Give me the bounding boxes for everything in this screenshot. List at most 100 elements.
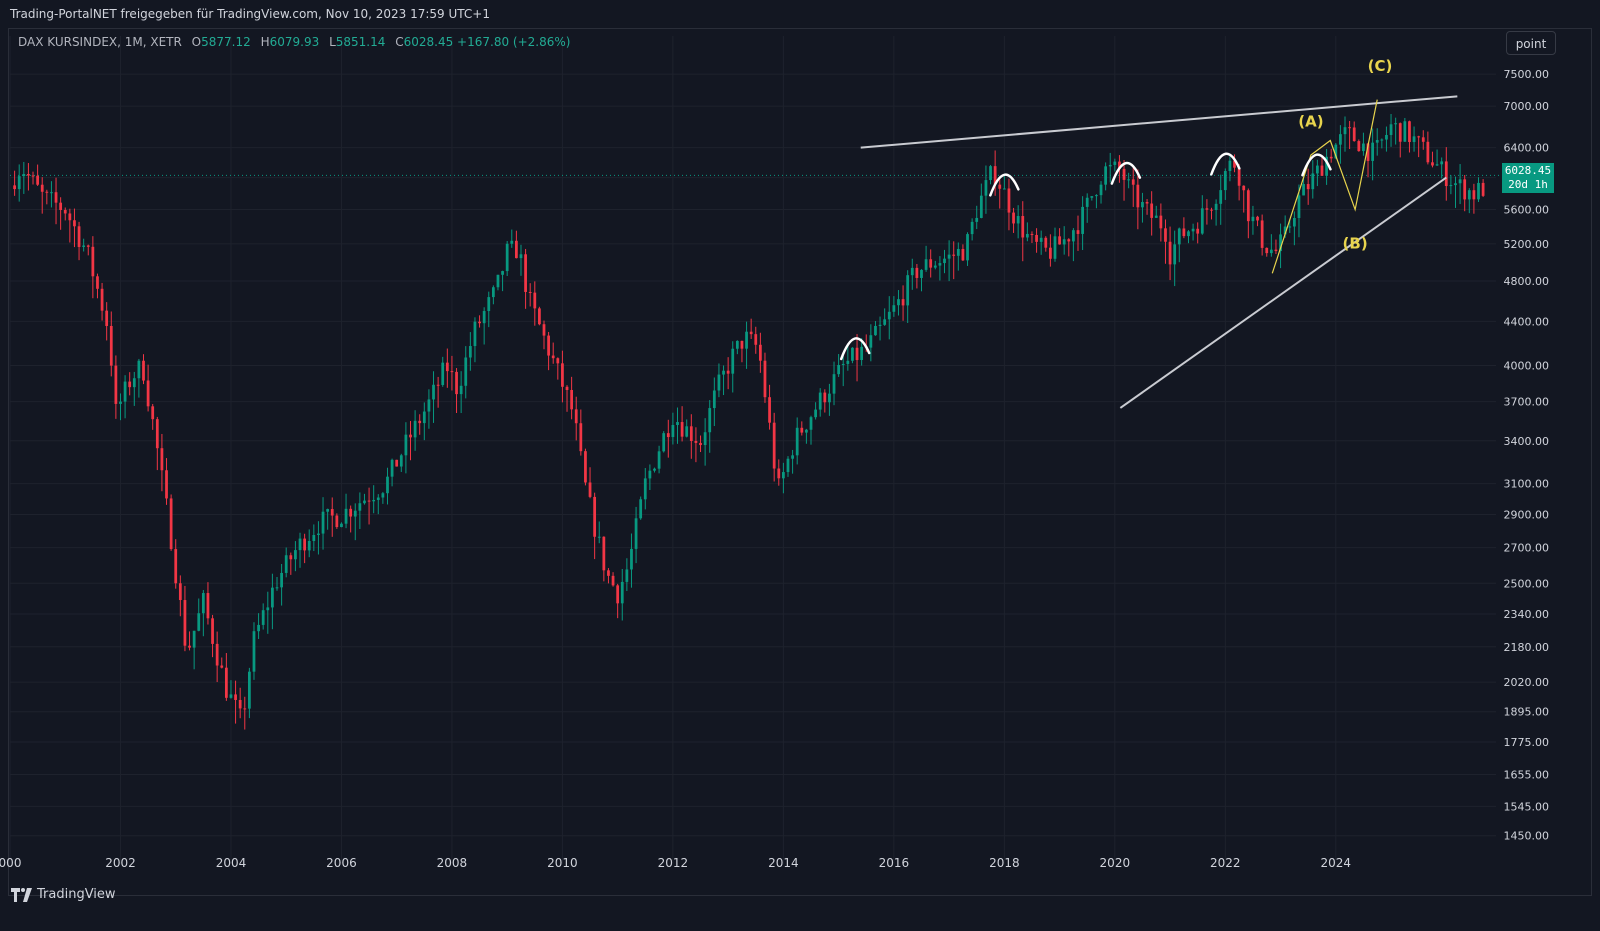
candle-body: [1343, 127, 1347, 135]
x-tick-label: 2022: [1210, 856, 1241, 870]
candle-body: [519, 254, 523, 259]
candle-body: [818, 392, 822, 410]
candle-body: [86, 245, 90, 247]
candle-body: [381, 493, 385, 498]
candle-body: [1454, 183, 1457, 186]
candle-body: [215, 643, 219, 666]
candle-body: [432, 384, 435, 400]
candle-body: [570, 389, 574, 410]
scale-unit-button[interactable]: point: [1506, 31, 1556, 55]
candle-body: [602, 536, 606, 571]
candle-body: [722, 370, 725, 375]
candle-body: [1025, 233, 1029, 238]
candle-body: [611, 575, 615, 586]
candle-body: [206, 593, 210, 619]
candle-body: [1030, 233, 1034, 235]
open-value: 5877.12: [201, 35, 251, 49]
top-arc-annotation: [1110, 161, 1142, 185]
candle-body: [860, 346, 864, 361]
close-label: C: [395, 35, 404, 49]
candle-body: [119, 401, 122, 404]
candle-body: [680, 422, 684, 437]
candle-body: [607, 570, 610, 576]
candle-body: [1173, 244, 1177, 265]
chart-grid: [9, 36, 1500, 864]
candle-body: [897, 299, 900, 306]
y-tick-label: 5200.00: [1504, 238, 1550, 251]
candle-body: [1118, 161, 1121, 169]
y-tick-label: 7000.00: [1504, 100, 1550, 113]
wave-label: (C): [1368, 57, 1393, 75]
candle-body: [1316, 165, 1319, 174]
high-value: 6079.93: [269, 35, 320, 49]
candle-body: [294, 550, 297, 560]
candle-body: [128, 381, 132, 388]
x-tick-label: 2016: [879, 856, 910, 870]
candle-body: [1251, 216, 1255, 222]
candle-body: [653, 468, 656, 471]
candle-body: [814, 409, 817, 418]
candle-body: [699, 442, 702, 446]
candle-body: [261, 610, 265, 625]
candle-body: [823, 392, 827, 403]
candle-body: [436, 384, 440, 386]
candle-body: [1477, 182, 1480, 200]
candle-body: [1002, 188, 1006, 190]
candle-body: [1150, 203, 1154, 218]
y-tick-label: 2500.00: [1504, 577, 1550, 590]
y-tick-label: 5600.00: [1504, 204, 1550, 217]
candle-body: [869, 335, 873, 348]
candle-body: [528, 291, 532, 293]
candle-body: [1380, 139, 1384, 141]
candle-body: [1371, 142, 1375, 161]
candle-body: [1431, 162, 1434, 166]
candle-body: [763, 360, 767, 398]
candle-body: [22, 174, 26, 177]
candle-body: [45, 191, 49, 193]
candle-body: [1375, 140, 1379, 143]
candle-body: [459, 385, 463, 395]
candle-body: [689, 426, 693, 441]
drawing-overlays: (A) (B) (C): [839, 57, 1458, 409]
candle-body: [883, 319, 887, 325]
candle-body: [828, 393, 831, 403]
y-tick-label: 1775.00: [1504, 736, 1550, 749]
candle-body: [220, 665, 224, 668]
symbol-legend: DAX KURSINDEX, 1M, XETR O5877.12 H6079.9…: [18, 34, 570, 50]
y-tick-label: 1655.00: [1504, 768, 1550, 781]
candle-body: [468, 346, 472, 358]
candle-body: [1228, 160, 1232, 172]
tradingview-logo[interactable]: TradingView: [11, 887, 116, 902]
candle-body: [533, 292, 537, 309]
candle-body: [841, 363, 845, 365]
candle-body: [694, 440, 698, 443]
candle-body: [685, 426, 689, 437]
candle-body: [404, 434, 408, 456]
candle-body: [975, 217, 979, 222]
candle-body: [510, 240, 514, 244]
candle-body: [418, 420, 422, 424]
candle-body: [952, 254, 956, 256]
candle-body: [1127, 179, 1131, 181]
candle-body: [1191, 228, 1195, 232]
attribution-bar: Trading-PortalNET freigegeben für Tradin…: [0, 0, 1600, 28]
candle-body: [1325, 156, 1328, 176]
candle-body: [266, 607, 270, 611]
candle-body: [243, 708, 247, 710]
candle-body: [1279, 234, 1282, 252]
top-arc-annotation: [1301, 153, 1332, 177]
candle-body: [956, 248, 960, 256]
candle-body: [1320, 165, 1324, 176]
candle-body: [73, 220, 76, 227]
chart-frame: [8, 28, 1592, 896]
candle-body: [491, 287, 495, 298]
candle-body: [993, 166, 997, 185]
attribution-text: Trading-PortalNET freigegeben für Tradin…: [10, 7, 490, 21]
candle-body: [63, 209, 67, 214]
x-tick-label: 2018: [989, 856, 1020, 870]
x-tick-label: 2014: [768, 856, 799, 870]
candle-body: [574, 409, 578, 424]
candle-body: [1049, 247, 1052, 259]
candle-body: [326, 509, 330, 512]
